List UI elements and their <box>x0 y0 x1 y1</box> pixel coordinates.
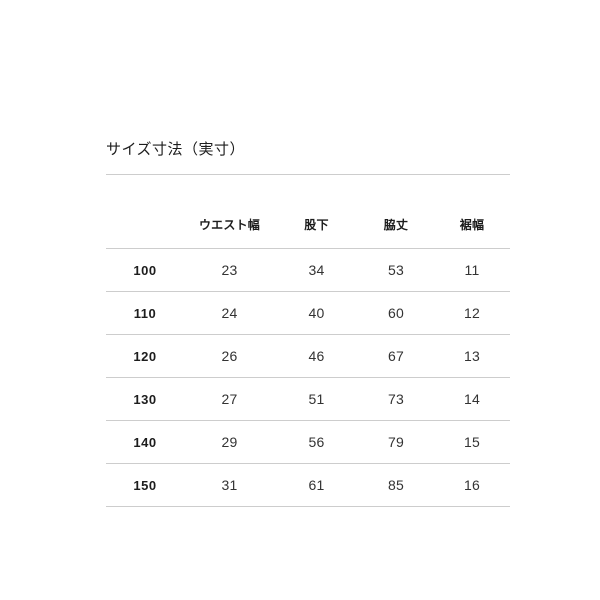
value-cell: 13 <box>464 348 480 364</box>
table-row: 140 29 56 79 15 <box>106 421 510 464</box>
value-cell: 34 <box>308 262 325 278</box>
value-cell: 53 <box>388 262 404 278</box>
value-cell: 29 <box>221 434 238 450</box>
value-cell: 31 <box>221 477 238 493</box>
column-header-inseam: 股下 <box>304 218 329 232</box>
value-cell: 14 <box>464 391 480 407</box>
size-cell: 110 <box>133 305 157 321</box>
value-cell: 11 <box>464 262 480 278</box>
value-cell: 60 <box>388 305 404 321</box>
table-row: 110 24 40 60 12 <box>106 292 510 335</box>
value-cell: 73 <box>388 391 404 407</box>
value-cell: 61 <box>308 477 325 493</box>
size-cell: 100 <box>133 262 157 278</box>
size-chart-title: サイズ寸法（実寸） <box>106 141 246 158</box>
table-row: 120 26 46 67 13 <box>106 335 510 378</box>
value-cell: 16 <box>464 477 480 493</box>
value-cell: 51 <box>308 391 325 407</box>
table-row: 130 27 51 73 14 <box>106 378 510 421</box>
value-cell: 79 <box>388 434 404 450</box>
size-cell: 130 <box>133 391 157 407</box>
value-cell: 27 <box>221 391 238 407</box>
size-chart-table: ウエスト幅 股下 脇丈 裾幅 100 23 34 53 11 110 24 40… <box>106 174 510 507</box>
table-row: 150 31 61 85 16 <box>106 464 510 507</box>
value-cell: 12 <box>464 305 480 321</box>
size-cell: 140 <box>133 434 157 450</box>
size-cell: 150 <box>133 477 157 493</box>
value-cell: 85 <box>388 477 404 493</box>
column-header-waist-width: ウエスト幅 <box>198 218 260 232</box>
value-cell: 46 <box>308 348 325 364</box>
value-cell: 15 <box>464 434 480 450</box>
value-cell: 26 <box>221 348 238 364</box>
value-cell: 67 <box>388 348 404 364</box>
value-cell: 23 <box>221 262 238 278</box>
size-chart-section: サイズ寸法（実寸） ウエスト幅 股下 脇丈 裾幅 100 23 34 53 11… <box>106 139 510 507</box>
column-header-hem-width: 裾幅 <box>459 218 485 232</box>
value-cell: 24 <box>221 305 238 321</box>
value-cell: 40 <box>308 305 325 321</box>
value-cell: 56 <box>308 434 325 450</box>
table-header-row: ウエスト幅 股下 脇丈 裾幅 <box>106 175 510 249</box>
table-row: 100 23 34 53 11 <box>106 249 510 292</box>
size-cell: 120 <box>133 348 157 364</box>
column-header-side-length: 脇丈 <box>383 218 409 232</box>
